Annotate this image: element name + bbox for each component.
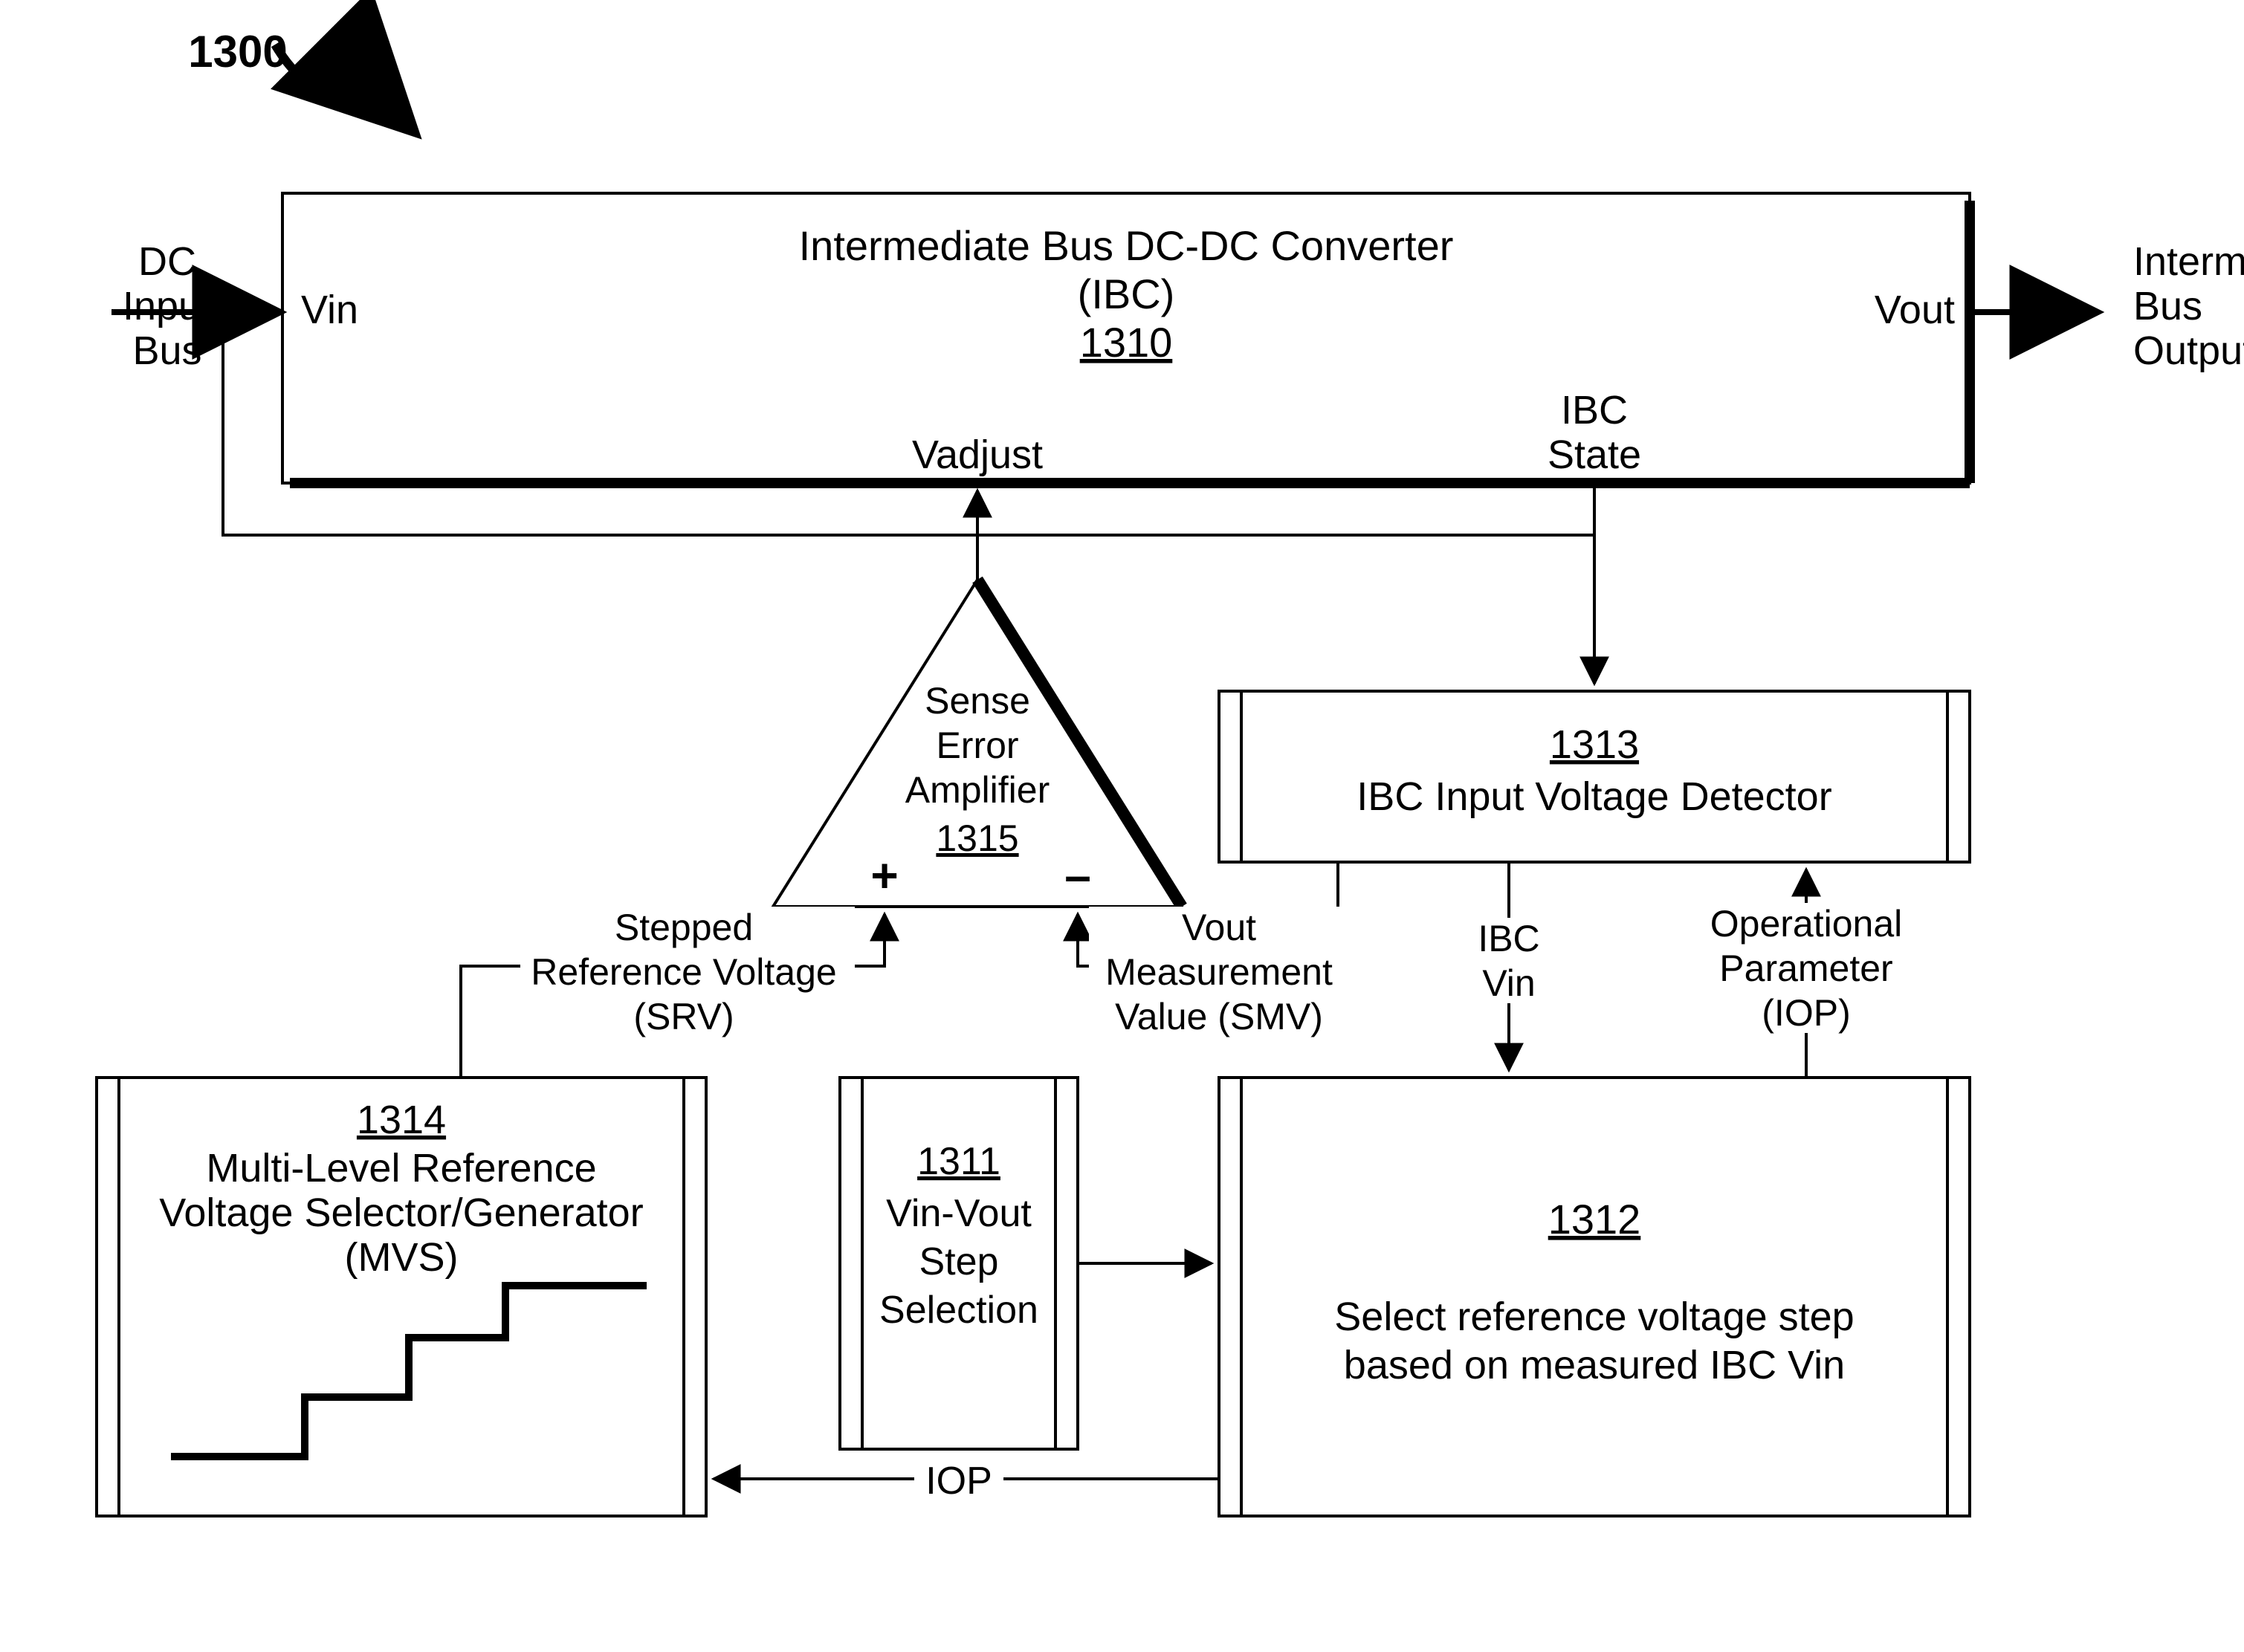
figure-ref-arrow [275, 45, 405, 123]
iop-2r: Parameter [1719, 948, 1892, 989]
amp-ref: 1315 [936, 817, 1018, 859]
amplifier-block: Sense Error Amplifier 1315 + – [773, 580, 1182, 907]
select-ref: 1312 [1548, 1196, 1641, 1243]
output-label-2: Bus [2133, 284, 2202, 328]
srv-1r: Stepped [615, 907, 753, 948]
amp-plus: + [870, 849, 898, 902]
amp-minus: – [1064, 849, 1091, 902]
output-label-1: Intermediate [2133, 239, 2244, 284]
smv-2r: Measurement [1105, 951, 1333, 993]
smv-1r: Vout [1182, 907, 1256, 948]
ibc-vout: Vout [1875, 288, 1955, 332]
mvs-l2: Voltage Selector/Generator [159, 1191, 643, 1235]
ibc-state-1: IBC [1561, 388, 1628, 433]
step-l2: Step [919, 1240, 999, 1283]
step-block: 1311 Vin-Vout Step Selection [840, 1078, 1078, 1449]
ibc-vin: Vin [301, 288, 358, 332]
select-l1: Select reference voltage step [1334, 1295, 1854, 1339]
step-l1: Vin-Vout [886, 1192, 1032, 1235]
mvs-ref: 1314 [357, 1098, 446, 1142]
amp-l3: Amplifier [905, 769, 1050, 811]
select-l2: based on measured IBC Vin [1344, 1343, 1845, 1387]
smv-3r: Value (SMV) [1115, 996, 1323, 1037]
iop-3r: (IOP) [1762, 992, 1850, 1034]
output-label-3: Output [2133, 328, 2244, 373]
detector-ref: 1313 [1550, 722, 1639, 767]
figure-ref: 1300 [188, 27, 287, 77]
mvs-l3: (MVS) [345, 1235, 459, 1280]
mvs-l1: Multi-Level Reference [206, 1146, 596, 1191]
iop-1r: Operational [1710, 903, 1903, 945]
step-ref: 1311 [917, 1140, 1000, 1183]
input-label-2: Input [123, 284, 212, 328]
ibc-vadjust: Vadjust [912, 433, 1043, 477]
ibc-block: Intermediate Bus DC-DC Converter (IBC) 1… [282, 193, 1970, 483]
ibc-vin-1r: IBC [1478, 918, 1539, 959]
iop-label-redraw: IOP [925, 1460, 992, 1503]
ibc-state-2: State [1548, 433, 1641, 477]
select-block: 1312 Select reference voltage step based… [1219, 1078, 1970, 1516]
amp-l2: Error [936, 725, 1018, 766]
amp-l1: Sense [925, 680, 1030, 722]
input-label-1: DC [138, 239, 196, 284]
detector-block: 1313 IBC Input Voltage Detector [1219, 691, 1970, 862]
ibc-ref: 1310 [1080, 319, 1173, 366]
ibc-vin-2r: Vin [1482, 962, 1535, 1004]
srv-2r: Reference Voltage [531, 951, 836, 993]
ibc-title-2: (IBC) [1078, 271, 1175, 317]
mvs-block: 1314 Multi-Level Reference Voltage Selec… [97, 1078, 706, 1516]
srv-3r: (SRV) [633, 996, 734, 1037]
input-label-3: Bus [132, 328, 201, 373]
ibc-title-1: Intermediate Bus DC-DC Converter [799, 222, 1454, 269]
step-l3: Selection [879, 1289, 1038, 1332]
detector-title: IBC Input Voltage Detector [1357, 774, 1831, 819]
